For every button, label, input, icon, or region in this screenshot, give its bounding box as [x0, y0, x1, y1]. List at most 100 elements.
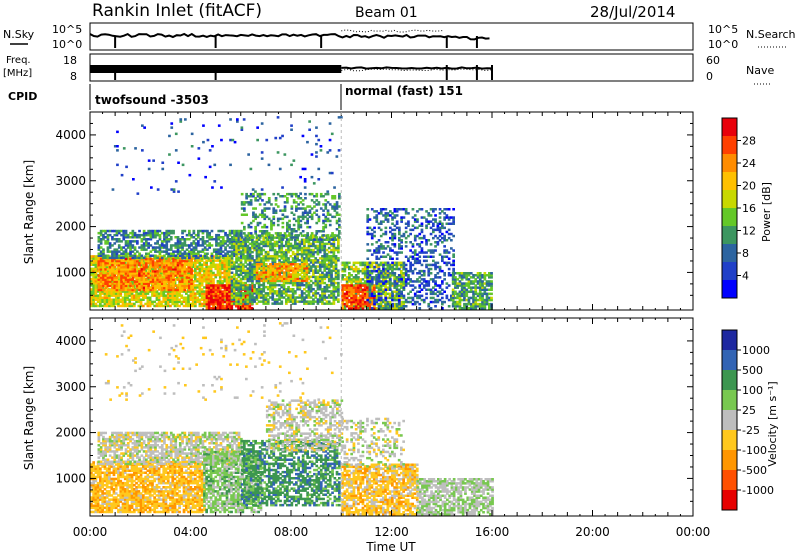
heatmap-cell [352, 296, 356, 300]
heatmap-cell [322, 213, 325, 216]
heatmap-cell [246, 269, 250, 272]
heatmap-cell [255, 269, 259, 272]
heatmap-cell [185, 304, 188, 308]
heatmap-cell [126, 252, 130, 255]
heatmap-cell [309, 296, 313, 299]
heatmap-cell [237, 275, 241, 279]
heatmap-cell [237, 252, 241, 256]
heatmap-cell [382, 292, 385, 296]
heatmap-cell [331, 197, 334, 200]
heatmap-cell [307, 248, 311, 252]
heatmap-cell [271, 275, 275, 278]
heatmap-cell [203, 263, 206, 266]
heatmap-cell [223, 296, 227, 299]
heatmap-cell [294, 277, 297, 280]
heatmap-cell [198, 304, 202, 308]
freq-label-line1: Freq. [6, 55, 31, 66]
heatmap-cell [145, 274, 148, 277]
heatmap-cell [221, 282, 224, 285]
heatmap-cell [298, 248, 302, 252]
heatmap-cell [246, 250, 250, 254]
heatmap-cell [131, 229, 135, 233]
heatmap-cell [151, 276, 155, 279]
heatmap-cell [388, 292, 392, 296]
heatmap-cell [205, 300, 209, 304]
heatmap-cell [350, 302, 353, 306]
heatmap-cell [298, 288, 302, 291]
heatmap-cell [233, 302, 236, 305]
heatmap-cell [285, 242, 288, 246]
nsky-panel: N.Sky 10^5 10^0 10^5 10^0 N.Search [3, 22, 796, 51]
heatmap-cell [228, 290, 231, 293]
heatmap-cell [165, 246, 169, 249]
heatmap-cell [341, 263, 344, 267]
heatmap-cell [108, 255, 111, 258]
heatmap-cell [306, 234, 309, 237]
heatmap-cell [244, 242, 247, 246]
heatmap-cell [117, 244, 121, 247]
heatmap-cell [382, 284, 385, 287]
heatmap-cell [219, 284, 222, 287]
heatmap-cell [309, 283, 313, 287]
heatmap-cell [221, 238, 225, 241]
heatmap-cell [218, 265, 222, 268]
heatmap-cell [227, 269, 231, 273]
heatmap-cell [115, 256, 119, 260]
heatmap-cell [178, 292, 181, 295]
heatmap-cell [198, 284, 202, 287]
heatmap-cell [285, 236, 288, 239]
heatmap-cell [160, 263, 163, 266]
heatmap-cell [145, 288, 148, 292]
heatmap-cell [294, 296, 297, 299]
heatmap-cell [251, 267, 254, 270]
heatmap-cell [183, 276, 187, 279]
heatmap-cell [296, 263, 300, 266]
heatmap-cell [384, 269, 387, 273]
heatmap-cell [112, 267, 116, 271]
heatmap-cell [271, 261, 275, 264]
heatmap-cell [382, 274, 385, 277]
heatmap-cell [178, 252, 182, 255]
heatmap-cell [218, 267, 222, 271]
heatmap-cell [348, 284, 351, 287]
heatmap-cell [348, 278, 351, 281]
heatmap-cell [122, 252, 126, 255]
heatmap-cell [216, 292, 220, 295]
heatmap-cell [185, 290, 188, 293]
heatmap-cell [325, 267, 329, 270]
heatmap-cell [255, 244, 259, 248]
nave-line [341, 68, 493, 72]
heatmap-cell [245, 213, 248, 216]
heatmap-cell [148, 300, 152, 304]
heatmap-cell [183, 252, 187, 255]
heatmap-cell [138, 236, 141, 239]
heatmap-cell [307, 269, 311, 272]
heatmap-cell [246, 259, 250, 262]
heatmap-cell [296, 248, 299, 252]
heatmap-cell [162, 275, 166, 279]
heatmap-cell [115, 272, 119, 275]
heatmap-cell [172, 278, 175, 281]
heatmap-cell [305, 261, 308, 264]
heatmap-cell [183, 259, 187, 263]
heatmap-cell [305, 246, 308, 250]
heatmap-cell [332, 248, 336, 252]
heatmap-cell [275, 283, 279, 287]
heatmap-cell [298, 273, 302, 276]
heatmap-cell [386, 300, 390, 304]
heatmap-cell [173, 292, 177, 295]
heatmap-cell [178, 270, 182, 273]
heatmap-cell [388, 276, 392, 279]
heatmap-cell [214, 286, 218, 289]
heatmap-cell [244, 250, 247, 254]
heatmap-cell [330, 242, 333, 246]
heatmap-cell [245, 195, 248, 198]
heatmap-cell [338, 230, 341, 233]
heatmap-cell [135, 292, 138, 295]
heatmap-cell [260, 263, 263, 266]
heatmap-cell [121, 304, 125, 308]
heatmap-cell [325, 290, 329, 293]
heatmap-cell [326, 217, 330, 221]
heatmap-cell [198, 259, 202, 262]
heatmap-cell [151, 292, 154, 295]
